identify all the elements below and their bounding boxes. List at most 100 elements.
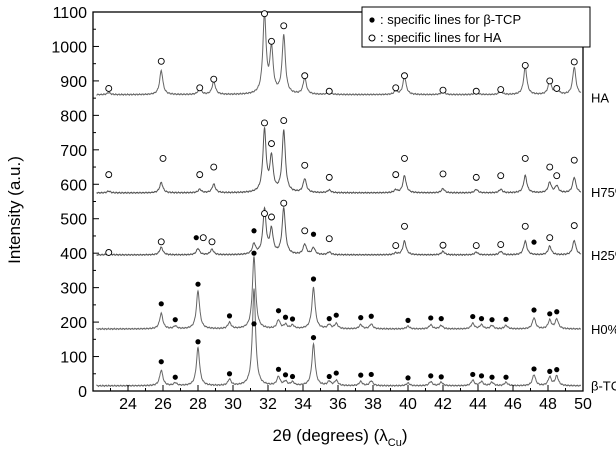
ha-peak-marker	[521, 222, 529, 230]
series-label: H25%	[591, 248, 616, 263]
y-tick-label: 300	[60, 281, 87, 298]
x-axis-label-sub: Cu	[388, 437, 402, 449]
series-label: HA	[591, 90, 609, 105]
x-tick-label: 28	[189, 396, 207, 413]
ha-peak-marker	[570, 58, 578, 66]
y-tick-label: 1100	[53, 5, 88, 22]
tcp-peak-marker	[275, 308, 282, 314]
x-axis-label-main: 2θ (degrees) (λ	[272, 426, 388, 445]
ha-peak-marker	[570, 156, 578, 164]
tcp-peak-marker	[310, 334, 317, 341]
series-line	[96, 206, 582, 257]
tcp-peak-marker	[358, 315, 364, 321]
tcp-peak-marker	[289, 316, 296, 322]
ha-peak-marker	[280, 199, 288, 207]
ha-peak-marker	[497, 86, 505, 93]
legend-filled-marker	[369, 17, 375, 23]
tcp-peak-marker	[326, 373, 332, 380]
tcp-peak-marker	[547, 368, 553, 374]
series-line	[96, 288, 582, 388]
x-tick-label: 26	[154, 396, 172, 413]
ha-peak-marker	[401, 72, 408, 80]
tcp-peak-marker	[195, 339, 201, 345]
tcp-peak-marker	[358, 372, 364, 378]
tcp-peak-marker	[226, 371, 233, 377]
ha-peak-marker	[392, 84, 400, 92]
x-tick-label: 40	[399, 396, 417, 413]
x-tick-label: 48	[539, 396, 557, 413]
x-tick-label: 36	[329, 396, 347, 413]
legend-open-marker	[368, 34, 376, 42]
tcp-peak-marker	[554, 309, 560, 315]
ha-peak-marker	[199, 234, 207, 242]
tcp-peak-marker	[405, 317, 411, 323]
ha-peak-marker	[553, 85, 561, 92]
ha-peak-marker	[325, 235, 333, 243]
ha-peak-marker	[472, 242, 480, 250]
ha-peak-marker	[521, 154, 529, 162]
tcp-peak-marker	[503, 374, 509, 380]
ha-peak-marker	[268, 37, 275, 45]
tcp-peak-marker	[326, 316, 332, 322]
y-tick-label: 200	[60, 315, 87, 332]
ha-peak-marker	[325, 87, 333, 95]
ha-peak-marker	[268, 213, 275, 221]
tcp-peak-marker	[405, 375, 411, 381]
plot-border	[92, 11, 584, 392]
ha-peak-marker	[280, 22, 288, 30]
ha-peak-marker	[472, 173, 480, 181]
tcp-peak-marker	[282, 372, 289, 378]
ha-peak-marker	[325, 173, 333, 181]
tcp-peak-marker	[251, 228, 257, 234]
tcp-peak-marker	[333, 312, 339, 318]
ha-peak-marker	[497, 172, 505, 180]
ha-peak-marker	[261, 210, 268, 218]
tcp-peak-marker	[547, 311, 553, 317]
ha-peak-marker	[210, 75, 218, 83]
ha-peak-marker	[196, 84, 204, 92]
ha-peak-marker	[105, 85, 113, 92]
tcp-peak-marker	[428, 373, 434, 379]
legend: : specific lines for β-TCP : specific li…	[361, 6, 591, 48]
ha-peak-marker	[105, 249, 113, 256]
tcp-peak-marker	[438, 374, 444, 380]
y-tick-label: 600	[60, 177, 87, 194]
x-tick-label: 32	[259, 396, 277, 413]
markers-layer	[105, 10, 578, 381]
series-label: β-TCP	[591, 378, 616, 393]
tcp-peak-marker	[172, 317, 178, 323]
ha-peak-marker	[439, 86, 447, 94]
ha-peak-marker	[261, 10, 268, 18]
series-label: H0%	[591, 322, 616, 337]
tcp-peak-marker	[478, 373, 485, 379]
ha-peak-marker	[546, 77, 554, 85]
ha-peak-marker	[157, 57, 165, 65]
y-tick-label: 700	[60, 143, 87, 160]
ha-peak-marker	[570, 222, 578, 230]
legend-text-ha: : specific lines for HA	[380, 30, 502, 45]
tcp-peak-marker	[470, 371, 476, 378]
y-tick-label: 500	[60, 212, 87, 229]
x-tick-label: 42	[434, 396, 452, 413]
ha-peak-marker	[439, 170, 447, 178]
tcp-peak-marker	[489, 374, 495, 380]
tcp-peak-marker	[282, 314, 289, 320]
tcp-peak-marker	[503, 316, 509, 322]
y-tick-label: 0	[78, 384, 87, 401]
ha-peak-marker	[159, 154, 167, 162]
ha-peak-marker	[208, 238, 216, 246]
ha-peak-marker	[401, 222, 408, 230]
legend-box	[361, 6, 591, 48]
ha-peak-marker	[472, 87, 480, 95]
tcp-peak-marker	[310, 231, 317, 237]
y-axis-label: Intensity (a.u.)	[5, 156, 24, 264]
tcp-peak-marker	[310, 276, 317, 282]
x-axis-label: 2θ (degrees) (λCu)	[272, 426, 407, 449]
y-tick-label: 800	[60, 108, 87, 125]
ha-peak-marker	[553, 172, 561, 180]
y-tick-label: 1000	[51, 39, 87, 56]
x-tick-label: 46	[504, 396, 522, 413]
x-axis-label-close: )	[402, 426, 408, 445]
ha-peak-marker	[439, 241, 447, 249]
